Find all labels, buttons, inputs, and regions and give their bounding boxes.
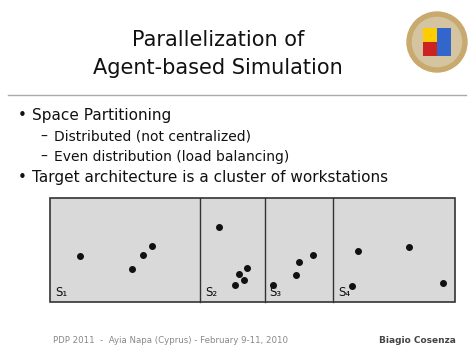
FancyBboxPatch shape <box>423 28 451 56</box>
Text: S₁: S₁ <box>55 286 67 299</box>
Text: S₃: S₃ <box>270 286 282 299</box>
Text: S₂: S₂ <box>205 286 217 299</box>
Text: •: • <box>18 108 27 123</box>
FancyBboxPatch shape <box>423 28 437 56</box>
Text: Target architecture is a cluster of workstations: Target architecture is a cluster of work… <box>32 170 388 185</box>
FancyBboxPatch shape <box>423 28 437 42</box>
Text: Biagio Cosenza: Biagio Cosenza <box>379 336 456 345</box>
Text: Distributed (not centralized): Distributed (not centralized) <box>54 130 251 144</box>
Text: Agent-based Simulation: Agent-based Simulation <box>93 58 343 78</box>
Text: –: – <box>40 150 47 164</box>
Text: –: – <box>40 130 47 144</box>
Circle shape <box>407 12 467 72</box>
Circle shape <box>412 17 462 67</box>
Text: Space Partitioning: Space Partitioning <box>32 108 171 123</box>
Text: Even distribution (load balancing): Even distribution (load balancing) <box>54 150 289 164</box>
FancyBboxPatch shape <box>50 198 455 302</box>
Text: PDP 2011  -  Ayia Napa (Cyprus) - February 9-11, 2010: PDP 2011 - Ayia Napa (Cyprus) - February… <box>53 336 288 345</box>
Text: •: • <box>18 170 27 185</box>
Text: Parallelization of: Parallelization of <box>132 30 304 50</box>
Text: S₄: S₄ <box>338 286 351 299</box>
